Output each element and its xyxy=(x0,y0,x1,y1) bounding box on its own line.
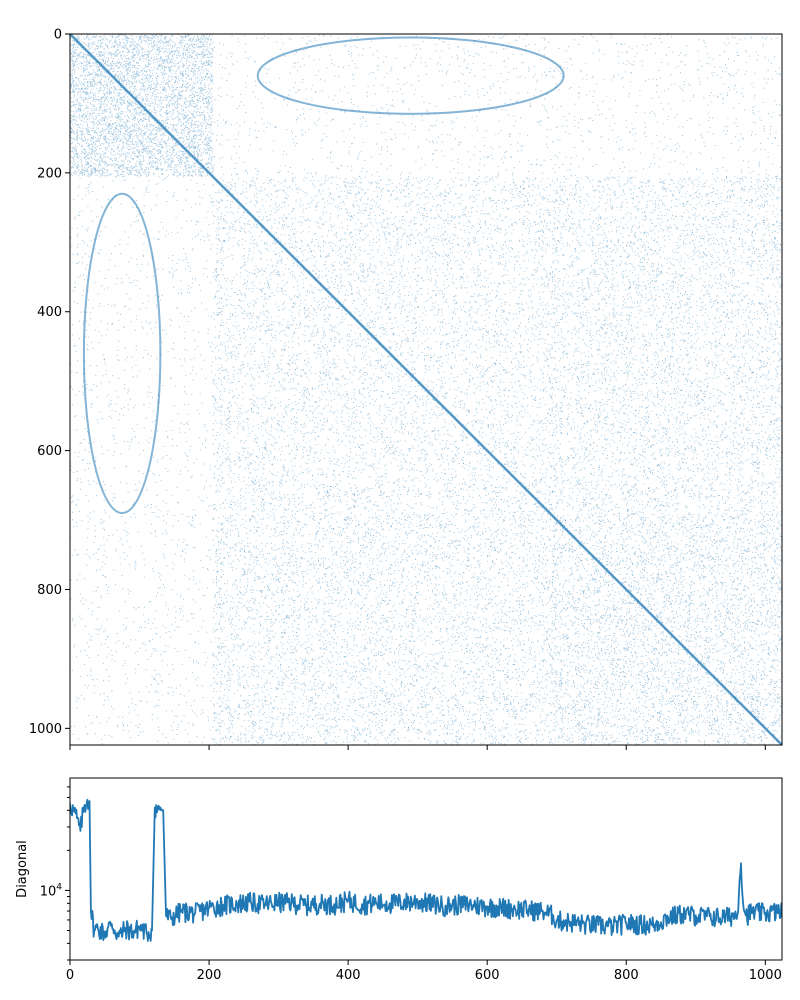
scatter-arc-top xyxy=(256,36,565,115)
diagonal-y-tick-label: 104 xyxy=(40,882,63,899)
scatter-dense-block-1 xyxy=(70,34,214,178)
diagonal-x-tick-label: 200 xyxy=(197,968,222,983)
scatter-x-ticks xyxy=(69,745,766,750)
scatter-arc-left xyxy=(82,192,162,515)
diagonal-line xyxy=(70,798,782,942)
diagonal-series xyxy=(70,798,782,942)
diagonal-x-tick-label: 1000 xyxy=(749,968,782,983)
diagonal-x-tick-label: 0 xyxy=(66,968,74,983)
diagonal-y-ticks: 104 xyxy=(40,786,70,961)
scatter-y-ticks: 0 200 400 600 800 1000 xyxy=(29,28,70,737)
diagonal-panel: 0 200 400 600 800 1000 104 Diagonal xyxy=(15,777,783,983)
diagonal-y-axis-label: Diagonal xyxy=(15,840,30,898)
diagonal-x-ticks: 0 200 400 600 800 1000 xyxy=(66,960,782,983)
scatter-y-tick-label: 1000 xyxy=(29,722,62,737)
diagonal-x-tick-label: 800 xyxy=(614,968,639,983)
diagonal-x-tick-label: 600 xyxy=(475,968,500,983)
scatter-y-tick-label: 800 xyxy=(37,583,62,598)
diagonal-axes-frame xyxy=(69,777,783,961)
scatter-axes-frame xyxy=(69,33,783,746)
scatter-y-tick-label: 600 xyxy=(37,444,62,459)
scatter-y-tick-label: 0 xyxy=(54,28,62,43)
scatter-structures xyxy=(69,33,783,746)
scatter-y-tick-label: 200 xyxy=(37,166,62,181)
scatter-dense-block-3 xyxy=(212,513,551,746)
scatter-dense-block-4 xyxy=(549,176,783,515)
scatter-panel: 0 200 400 600 800 1000 xyxy=(29,28,783,750)
scatter-diagonal-line xyxy=(69,33,783,746)
scatter-y-tick-label: 400 xyxy=(37,305,62,320)
diagonal-x-tick-label: 400 xyxy=(336,968,361,983)
